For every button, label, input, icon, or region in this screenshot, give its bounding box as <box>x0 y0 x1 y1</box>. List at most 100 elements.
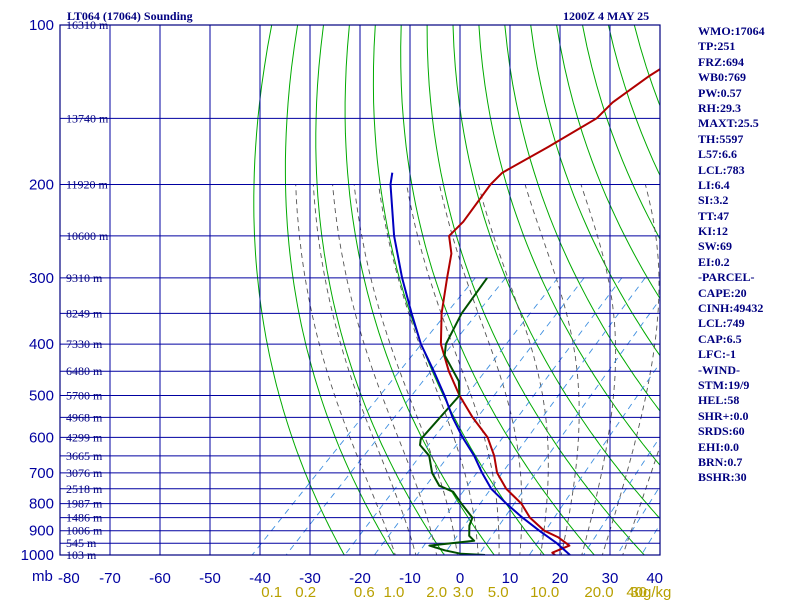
temperature-tick-label: -60 <box>149 570 171 587</box>
sounding-timestamp: 1200Z 4 MAY 25 <box>563 9 650 23</box>
mixing-ratio-label: 30 <box>630 584 647 600</box>
moist-adiabat-line <box>353 184 458 555</box>
height-label: 1486 m <box>66 511 103 525</box>
temperature-tick-label: -40 <box>249 570 271 587</box>
temperature-tick-label: 10 <box>502 570 519 587</box>
stability-parameter: LCL:749 <box>698 316 745 331</box>
pressure-label: 300 <box>29 270 54 287</box>
stability-parameter: SRDS:60 <box>698 424 745 439</box>
moist-adiabat-line <box>312 184 417 555</box>
mixing-ratio-label: 20.0 <box>584 584 613 600</box>
chart-title: LT064 (17064) Sounding <box>67 9 193 23</box>
mixing-ratio-label: 0.6 <box>354 584 375 600</box>
plot-frame <box>59 24 661 556</box>
height-label: 13740 m <box>66 111 109 125</box>
pressure-label: 200 <box>29 177 54 194</box>
temperature-tick-label: -80 <box>58 570 80 587</box>
mixing-ratio-label: 40g/kg <box>626 584 671 600</box>
height-label: 11920 m <box>66 178 109 192</box>
stability-parameter: BSHR:30 <box>698 470 747 485</box>
stability-parameter: SHR+:0.0 <box>698 408 749 423</box>
height-label: 1006 m <box>66 524 103 538</box>
dry-adiabat-line <box>530 25 660 357</box>
stability-parameter: LI:6.4 <box>698 177 730 192</box>
dewpoint-profile <box>419 277 488 555</box>
moist-adiabat-line <box>406 184 500 555</box>
stability-parameter: EI:0.2 <box>698 254 730 269</box>
stability-parameter: -PARCEL- <box>698 270 755 285</box>
dry-adiabat-line <box>400 25 595 555</box>
mixing-ratio-line <box>373 277 585 555</box>
mixing-ratio-label: 0.2 <box>295 584 316 600</box>
stability-parameter: STM:19/9 <box>698 377 750 392</box>
height-label: 7330 m <box>66 337 103 351</box>
mixing-ratio-line <box>478 298 660 555</box>
height-label: 3665 m <box>66 449 103 463</box>
stability-parameter: LCL:783 <box>698 162 745 177</box>
stability-parameter: EHI:0.0 <box>698 439 740 454</box>
pressure-label: 100 <box>29 17 54 34</box>
stability-parameter: HEL:58 <box>698 393 740 408</box>
moist-adiabat-line <box>524 184 580 555</box>
temperature-tick-label: -20 <box>349 570 371 587</box>
grid-layer <box>60 25 800 566</box>
height-label: 16310 m <box>66 18 109 32</box>
stability-parameter: TH:5597 <box>698 131 744 146</box>
pressure-unit-label: mb <box>32 568 53 585</box>
stability-parameters: WMO:17064 TP:251 FRZ:694 WB0:769 PW:0.57 RH:2… <box>698 24 765 486</box>
stability-parameter: CINH:49432 <box>698 301 764 316</box>
dry-adiabat-line <box>504 25 660 412</box>
temperature-tick-label: -50 <box>199 570 221 587</box>
height-label: 2518 m <box>66 482 103 496</box>
stability-parameter: CAP:6.5 <box>698 331 742 346</box>
moist-adiabat-line <box>378 184 479 555</box>
mixing-ratio-line <box>583 436 660 555</box>
temperature-tick-label: 30 <box>602 570 619 587</box>
stability-parameter: CAPE:20 <box>698 285 747 300</box>
height-label: 5700 m <box>66 388 103 402</box>
moist-adiabat-line <box>332 184 438 555</box>
stability-parameter: KI:12 <box>698 224 728 239</box>
mixing-ratio-line <box>443 277 646 555</box>
dry-adiabat-line <box>452 25 660 520</box>
pressure-label: 1000 <box>21 547 54 564</box>
height-label: 9310 m <box>66 271 103 285</box>
temperature-profile <box>439 68 660 555</box>
stability-parameter: WB0:769 <box>698 70 746 85</box>
temperature-tick-label: 40 <box>646 570 663 587</box>
dry-adiabat-line <box>556 25 660 300</box>
stability-parameter: RH:29.3 <box>698 100 741 115</box>
mixing-ratio-line <box>344 277 559 555</box>
dry-adiabat-line <box>426 25 645 555</box>
stability-parameter: TP:251 <box>698 39 736 54</box>
stability-parameter: LFC:-1 <box>698 347 736 362</box>
height-label: 103 m <box>66 548 97 562</box>
height-label: 3076 m <box>66 466 103 480</box>
pressure-label: 700 <box>29 465 54 482</box>
temperature-tick-label: -30 <box>299 570 321 587</box>
dry-adiabat-line <box>478 25 660 466</box>
dry-adiabat-line <box>284 25 395 555</box>
pressure-label: 400 <box>29 336 54 353</box>
parcel-profile <box>389 172 571 555</box>
height-label: 4968 m <box>66 410 103 424</box>
stability-parameter: -WIND- <box>698 362 740 377</box>
pressure-label: 600 <box>29 429 54 446</box>
dry-adiabat-line <box>372 25 545 555</box>
mixing-ratio-line <box>416 277 623 555</box>
dry-adiabat-line <box>790 25 800 566</box>
dry-adiabat-line <box>582 25 660 240</box>
stability-parameter: SW:69 <box>698 239 733 254</box>
stability-parameter: FRZ:694 <box>698 54 744 69</box>
height-label: 6480 m <box>66 364 103 378</box>
stability-parameter: BRN:0.7 <box>698 454 743 469</box>
mixing-ratio-label: 5.0 <box>488 584 509 600</box>
pressure-label: 500 <box>29 387 54 404</box>
stability-parameter: WMO:17064 <box>698 24 765 38</box>
temperature-tick-label: -10 <box>399 570 421 587</box>
temperature-tick-label: 0 <box>456 570 464 587</box>
height-label: 545 m <box>66 536 97 550</box>
temperature-tick-label: -70 <box>99 570 121 587</box>
mixing-ratio-line <box>616 485 660 555</box>
